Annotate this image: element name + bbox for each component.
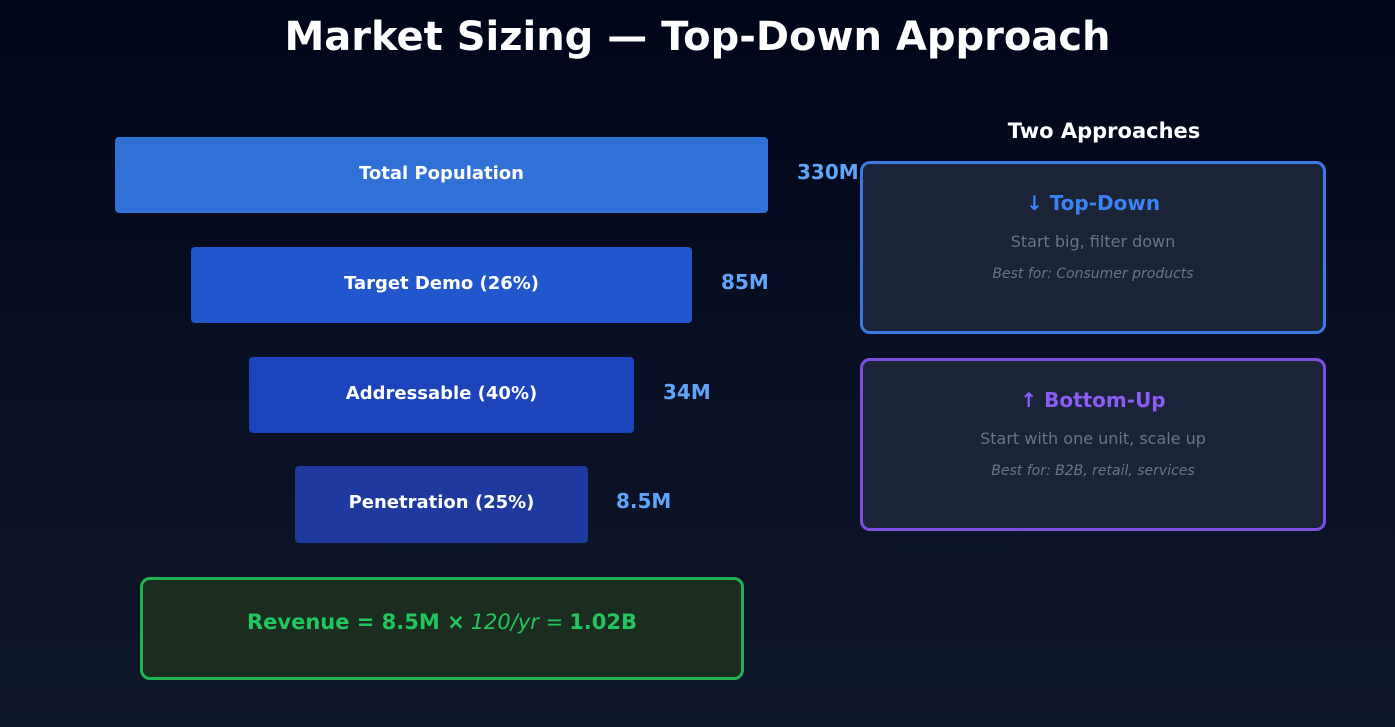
funnel-value: 8.5M	[616, 489, 672, 513]
funnel-value: 330M	[797, 160, 859, 184]
funnel-value: 34M	[663, 380, 711, 404]
funnel-value: 85M	[721, 270, 769, 294]
funnel-label: Target Demo (26%)	[343, 272, 540, 294]
card-best-for: Best for: Consumer products	[992, 266, 1194, 282]
top-down-card: ↓ Top-Down Start big, filter down Best f…	[860, 161, 1326, 334]
approaches-title: Two Approaches	[1007, 119, 1201, 143]
card-heading: ↑ Bottom-Up	[1020, 388, 1166, 412]
funnel-label: Total Population	[359, 162, 524, 184]
funnel-bar-addressable: Addressable (40%)	[249, 357, 634, 433]
card-description: Start big, filter down	[1010, 232, 1176, 251]
funnel-label: Penetration (25%)	[348, 492, 535, 513]
funnel-bar-total-population: Total Population	[115, 137, 768, 213]
funnel-bar-target-demo: Target Demo (26%)	[191, 247, 692, 323]
card-heading: ↓ Top-Down	[1025, 191, 1161, 215]
revenue-prefix: Revenue = 8.5M ×	[246, 609, 465, 634]
revenue-result: 1.02B	[569, 609, 638, 634]
card-description: Start with one unit, scale up	[980, 429, 1206, 448]
page-title: Market Sizing — Top-Down Approach	[284, 14, 1111, 60]
revenue-box: Revenue = 8.5M × 120/yr = 1.02B	[140, 577, 744, 680]
bottom-up-card: ↑ Bottom-Up Start with one unit, scale u…	[860, 358, 1326, 531]
revenue-formula: 120/yr =	[470, 609, 564, 634]
funnel-label: Addressable (40%)	[345, 382, 538, 404]
card-best-for: Best for: B2B, retail, services	[991, 463, 1195, 479]
funnel-bar-penetration: Penetration (25%)	[295, 466, 588, 543]
